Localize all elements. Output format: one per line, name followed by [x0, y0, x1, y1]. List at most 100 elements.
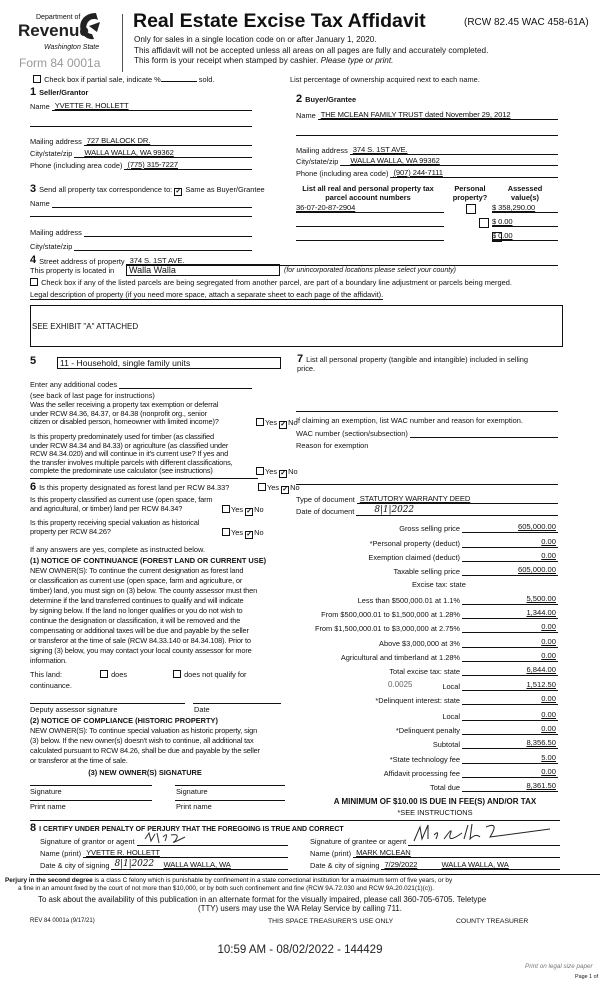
- deputy-label: Deputy assessor signature: [30, 705, 118, 714]
- no-checkbox[interactable]: ✓: [279, 470, 288, 478]
- yes-checkbox[interactable]: [222, 505, 230, 513]
- does-checkbox[interactable]: [100, 670, 108, 678]
- tax-row-value[interactable]: 605,000.00: [462, 522, 558, 533]
- no-checkbox[interactable]: ✓: [281, 486, 290, 494]
- does-not-checkbox[interactable]: [173, 670, 181, 678]
- buyer-phone-field[interactable]: Phone (including area code) (907) 244-711…: [296, 167, 558, 178]
- partial-sale-row: Check box if partial sale, indicate % so…: [33, 75, 214, 84]
- grantor-date-field[interactable]: Date & city of signing 8|1|2022 WALLA WALL…: [40, 859, 288, 870]
- field-label: Name: [30, 102, 50, 111]
- print-name-line[interactable]: [30, 800, 152, 801]
- grantee-name-field[interactable]: Name (print) MARK MCLEAN: [310, 847, 560, 858]
- tax-row-label: Less than $500,000.01 at 1.1%: [357, 596, 460, 605]
- yes-checkbox[interactable]: [256, 467, 264, 475]
- street-address-field[interactable]: 4 Street address of property 374 S. 1ST AV…: [30, 254, 558, 266]
- text-line: or transferor at the time of sale (RCW 8…: [30, 636, 251, 645]
- partial-sale-checkbox[interactable]: [33, 75, 41, 83]
- codes-note: (see back of last page for instructions): [30, 391, 155, 400]
- doc-type-field[interactable]: Type of document STATUTORY WARRANTY DEED: [296, 493, 558, 504]
- segregate-row: Check box if any of the listed parcels a…: [30, 278, 512, 287]
- assessed-value-field[interactable]: $ 0.00: [492, 230, 558, 241]
- segregate-checkbox[interactable]: [30, 278, 38, 286]
- personal-property-checkbox[interactable]: [466, 204, 476, 214]
- tax-row-value[interactable]: 8,356.50: [462, 738, 558, 749]
- exemption-answer: Yes ✓ No: [256, 418, 298, 429]
- personal-property-checkbox[interactable]: [492, 232, 503, 242]
- tax-row-value[interactable]: 8,361.50: [462, 781, 558, 792]
- divider: [30, 478, 258, 479]
- additional-codes-field[interactable]: Enter any additional codes: [30, 378, 252, 389]
- field-value: WALLA WALLA, WA 99362: [350, 156, 440, 165]
- corr-mail-field[interactable]: Mailing address: [30, 226, 252, 237]
- partial-sale-suffix: sold.: [198, 75, 215, 84]
- deputy-signature-line[interactable]: [30, 703, 185, 704]
- seller-mail-field[interactable]: Mailing address 727 BLALOCK DR.: [30, 135, 252, 146]
- tax-row-value[interactable]: 0.00: [462, 551, 558, 562]
- doc-date-field[interactable]: Date of document 8|1|2022: [296, 505, 558, 516]
- assessed-value-field[interactable]: $ 358,290.00: [492, 202, 558, 213]
- same-as-buyer-checkbox[interactable]: ✓: [174, 188, 183, 196]
- tax-row-label: Above $3,000,000 at 3%: [379, 639, 460, 648]
- field-label: Street address of property: [39, 257, 125, 266]
- seller-phone-field[interactable]: Phone (including area code) (775) 315-722…: [30, 159, 252, 170]
- tax-row-value[interactable]: 5,500.00: [462, 594, 558, 605]
- tax-row: Subtotal 8,356.50: [300, 738, 558, 749]
- tax-row-value[interactable]: 6,844.00: [462, 665, 558, 676]
- timber-question: Is this property predominately used for …: [30, 432, 233, 476]
- grantor-signature-field[interactable]: Signature of grantor or agent: [40, 831, 288, 846]
- seller-city-field[interactable]: City/state/zip WALLA WALLA, WA 99362: [30, 147, 252, 158]
- parcel-number-field[interactable]: 36-07-20-87-2904: [296, 202, 444, 213]
- grantee-date-field[interactable]: Date & city of signing 7/29/2022 WALLA WAL…: [310, 859, 560, 870]
- tax-row-value[interactable]: 1,512.50: [462, 680, 558, 691]
- corr-name-field[interactable]: Name: [30, 197, 252, 208]
- grantee-signature-field[interactable]: Signature of grantee or agent: [310, 823, 560, 846]
- signature-line[interactable]: [30, 785, 152, 786]
- legal-description-box[interactable]: SEE EXHIBIT "A" ATTACHED: [30, 305, 563, 347]
- tax-row-value[interactable]: 0.00: [462, 651, 558, 662]
- signature-line[interactable]: [175, 785, 285, 786]
- no-checkbox[interactable]: ✓: [245, 531, 254, 539]
- field-label: WAC number (section/subsection): [296, 429, 408, 438]
- assessed-value-field[interactable]: $ 0.00: [492, 216, 558, 227]
- location-select[interactable]: Walla Walla: [126, 264, 280, 276]
- tax-row-value[interactable]: 0.00: [462, 767, 558, 778]
- corr-city-field[interactable]: City/state/zip: [30, 240, 252, 251]
- use-code-select[interactable]: 11 - Household, single family units: [57, 357, 281, 369]
- buyer-name-line2[interactable]: [296, 135, 558, 136]
- reason-line[interactable]: [296, 484, 558, 485]
- personal-property-checkbox[interactable]: [479, 218, 490, 228]
- seller-name-line2[interactable]: [30, 126, 252, 127]
- parcel-number-field[interactable]: [296, 216, 444, 227]
- field-label: Signature of grantor or agent: [40, 837, 135, 846]
- buyer-mail-field[interactable]: Mailing address 374 S. 1ST AVE.: [296, 144, 558, 155]
- no-checkbox[interactable]: ✓: [279, 421, 288, 429]
- see-instructions: *SEE INSTRUCTIONS: [397, 808, 473, 817]
- tax-row-value[interactable]: 0.00: [462, 637, 558, 648]
- tax-row-value[interactable]: 0.00: [462, 622, 558, 633]
- yes-checkbox[interactable]: [256, 418, 264, 426]
- yes-checkbox[interactable]: [258, 483, 266, 491]
- tax-row-value[interactable]: 0.00: [462, 694, 558, 705]
- parcel-number-field[interactable]: [296, 230, 444, 241]
- buyer-name-field[interactable]: Name THE MCLEAN FAMILY TRUST dated Novemb…: [296, 109, 558, 120]
- assessed-col-header: Assessed value(s): [502, 184, 548, 202]
- located-label: This property is located in: [30, 266, 115, 275]
- no-checkbox[interactable]: ✓: [245, 508, 254, 516]
- partial-sale-percent-field[interactable]: [160, 81, 197, 82]
- tax-row-value[interactable]: 5.00: [462, 753, 558, 764]
- corr-name-line2[interactable]: [30, 216, 252, 217]
- yes-checkbox[interactable]: [222, 528, 230, 536]
- tax-row-value[interactable]: 605,000.00: [462, 565, 558, 576]
- tax-row-value[interactable]: 0.00: [462, 537, 558, 548]
- wac-number-field[interactable]: WAC number (section/subsection): [296, 427, 558, 438]
- deputy-date-line[interactable]: [193, 703, 281, 704]
- tax-row-value[interactable]: 0.00: [462, 724, 558, 735]
- seller-name-field[interactable]: Name YVETTE R. HOLLETT: [30, 100, 252, 111]
- buyer-city-field[interactable]: City/state/zip WALLA WALLA, WA 99362: [296, 155, 558, 166]
- tax-row-value[interactable]: 0.00: [462, 710, 558, 721]
- print-name-line[interactable]: [175, 800, 285, 801]
- personal-property-line[interactable]: [296, 411, 558, 412]
- tax-row-value[interactable]: 1,344.00: [462, 608, 558, 619]
- grantor-name-field[interactable]: Name (print) YVETTE R. HOLLETT: [40, 847, 288, 858]
- tax-row-label: *State technology fee: [389, 755, 460, 764]
